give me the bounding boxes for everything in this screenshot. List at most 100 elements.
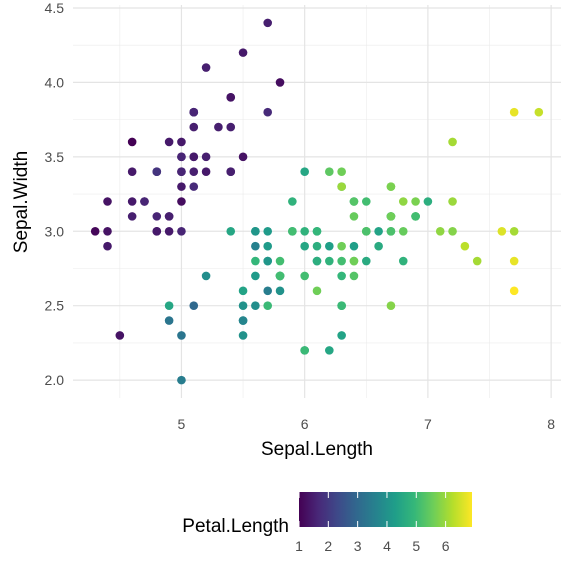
data-point — [127, 212, 137, 221]
data-point — [509, 256, 519, 266]
data-point — [361, 226, 371, 236]
data-point — [534, 107, 544, 117]
data-point — [201, 167, 211, 177]
data-point — [164, 301, 174, 311]
data-point — [275, 271, 285, 281]
data-point — [361, 256, 371, 266]
data-point — [448, 197, 457, 206]
data-point — [164, 316, 174, 325]
data-point — [263, 107, 273, 117]
data-point — [251, 241, 260, 251]
data-point — [386, 301, 396, 311]
data-point — [201, 152, 211, 162]
data-point — [103, 197, 112, 206]
y-tick-label: 3.0 — [45, 223, 65, 239]
data-point — [238, 316, 248, 325]
data-point — [312, 226, 322, 236]
x-tick-label: 8 — [547, 416, 555, 432]
data-point — [312, 256, 322, 266]
data-point — [398, 256, 408, 266]
data-point — [411, 212, 420, 221]
data-point — [177, 182, 186, 191]
data-point — [448, 226, 457, 236]
data-point — [325, 346, 334, 355]
data-point — [337, 301, 346, 311]
data-point — [189, 182, 199, 191]
data-point — [435, 226, 445, 236]
legend-ticks: 1 2 3 4 5 6 — [295, 492, 450, 554]
data-point — [386, 182, 396, 191]
data-point — [226, 122, 236, 132]
data-point — [349, 197, 359, 206]
data-point — [472, 256, 482, 266]
legend-break-label: 3 — [354, 538, 362, 554]
y-axis-title: Sepal.Width — [11, 151, 32, 253]
x-tick-labels: 5 6 7 8 — [178, 416, 556, 432]
data-point — [177, 226, 186, 236]
x-axis-title: Sepal.Length — [261, 439, 373, 460]
y-tick-label: 2.0 — [45, 372, 65, 388]
y-tick-label: 3.5 — [45, 149, 65, 165]
color-legend: Petal.Length 1 2 3 4 5 6 — [182, 492, 472, 554]
data-point — [374, 241, 383, 251]
data-point — [177, 375, 186, 385]
data-point — [164, 212, 174, 221]
data-point — [312, 241, 322, 251]
data-point — [177, 167, 186, 177]
data-point — [337, 256, 346, 266]
data-point — [349, 212, 359, 221]
data-point — [497, 226, 507, 236]
data-point — [300, 167, 309, 177]
x-tick-label: 5 — [178, 416, 186, 432]
data-point — [238, 331, 248, 340]
data-point — [189, 152, 199, 162]
data-point — [127, 137, 137, 147]
data-point — [152, 167, 162, 177]
data-point — [263, 241, 273, 251]
data-point — [312, 286, 322, 296]
y-tick-label: 4.0 — [45, 74, 65, 90]
data-points — [90, 18, 544, 385]
data-point — [398, 226, 408, 236]
data-point — [325, 167, 334, 177]
data-point — [300, 346, 309, 355]
data-point — [238, 152, 248, 162]
data-point — [509, 107, 519, 117]
data-point — [251, 301, 260, 311]
data-point — [263, 301, 273, 311]
data-point — [263, 256, 273, 266]
data-point — [251, 256, 260, 266]
data-point — [189, 301, 199, 311]
data-point — [201, 63, 211, 72]
data-point — [509, 226, 519, 236]
legend-break-label: 5 — [412, 538, 420, 554]
data-point — [177, 197, 186, 206]
data-point — [201, 271, 211, 281]
data-point — [164, 137, 174, 147]
legend-break-label: 4 — [383, 538, 391, 554]
legend-break-label: 6 — [442, 538, 450, 554]
data-point — [349, 241, 359, 251]
legend-break-label: 2 — [324, 538, 332, 554]
data-point — [349, 271, 359, 281]
data-point — [361, 197, 371, 206]
data-point — [423, 197, 433, 206]
data-point — [127, 197, 137, 206]
data-point — [189, 122, 199, 132]
data-point — [275, 256, 285, 266]
data-point — [115, 331, 125, 340]
data-point — [238, 301, 248, 311]
data-point — [337, 331, 346, 340]
legend-title: Petal.Length — [182, 516, 289, 537]
data-point — [349, 256, 359, 266]
data-point — [275, 286, 285, 296]
data-point — [263, 18, 273, 28]
data-point — [238, 48, 248, 57]
data-point — [300, 226, 309, 236]
data-point — [238, 286, 248, 296]
x-tick-label: 7 — [424, 416, 432, 432]
data-point — [374, 226, 383, 236]
data-point — [411, 197, 420, 206]
data-point — [300, 271, 309, 281]
